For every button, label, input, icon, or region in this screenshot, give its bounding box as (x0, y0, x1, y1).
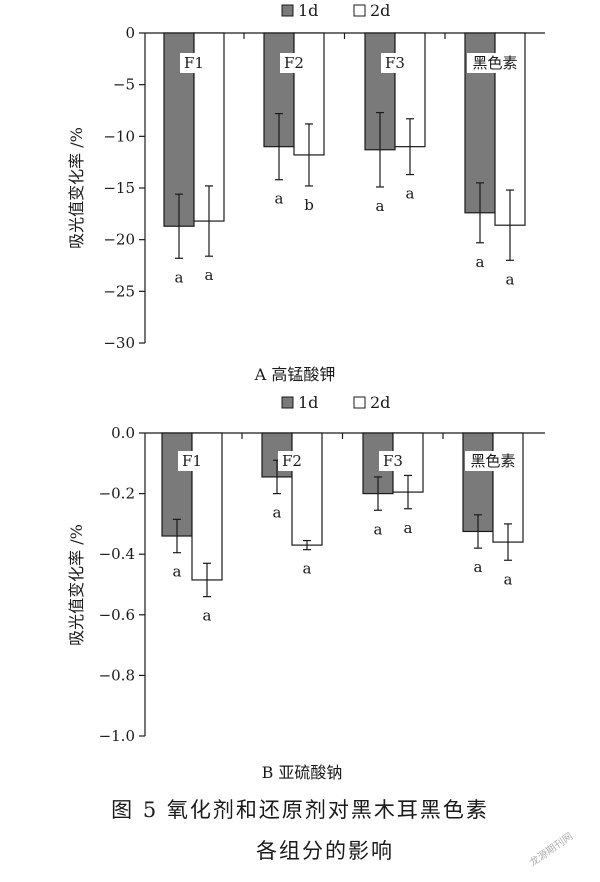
category-label-bg (381, 53, 409, 73)
significance-letter: a (506, 270, 515, 288)
significance-letter: a (406, 185, 415, 203)
y-tick-label: −0.6 (99, 606, 135, 624)
legend-label-2d: 2d (370, 393, 390, 412)
category-label: F2 (284, 54, 304, 72)
chart-subtitle: B 亚硫酸钠 (262, 763, 343, 782)
significance-letter: b (304, 196, 314, 214)
chart-a-potassium-permanganate: 1d 2d 0 −5 −10 −15 −20 −25 −30 吸光值变化率 /% a a F1 a b F2 a… (67, 1, 545, 384)
legend-label-2d: 2d (370, 1, 390, 20)
significance-letter: a (205, 266, 214, 284)
legend-label-1d: 1d (298, 393, 318, 412)
legend-label-1d: 1d (298, 1, 318, 20)
y-tick-label: −0.4 (99, 545, 135, 563)
category-label-bg (467, 53, 523, 73)
category-label: F1 (182, 452, 202, 470)
significance-letter: a (474, 558, 483, 576)
category-label-bg (379, 451, 407, 471)
category-label: F2 (282, 452, 302, 470)
significance-letter: a (275, 190, 284, 208)
significance-letter: a (173, 563, 182, 581)
watermark: 龙源期刊网 (527, 829, 575, 868)
y-tick-label: −0.2 (99, 485, 135, 503)
category-label: 黑色素 (470, 452, 515, 470)
y-tick-label: −1.0 (99, 727, 135, 745)
category-label-bg (280, 53, 308, 73)
y-tick-label: −5 (113, 76, 135, 94)
category-label-bg (180, 53, 208, 73)
category-label-bg (465, 451, 521, 471)
category-label: F1 (184, 54, 204, 72)
category-label: F3 (383, 452, 403, 470)
significance-letter: a (476, 253, 485, 271)
y-tick-label: −25 (103, 282, 135, 300)
y-tick-label: 0.0 (111, 424, 135, 442)
y-tick-label: −20 (103, 231, 135, 249)
category-label: 黑色素 (472, 54, 517, 72)
figure-caption-line1: 图 5 氧化剂和还原剂对黑木耳黑色素 (111, 798, 489, 822)
significance-letter: a (175, 268, 184, 286)
category-label-bg (178, 451, 206, 471)
y-tick-label: −10 (103, 127, 135, 145)
significance-letter: a (376, 197, 385, 215)
legend-swatch-2d (353, 396, 366, 409)
significance-letter: a (374, 520, 383, 538)
significance-letter: a (203, 607, 212, 625)
y-tick-label: −15 (103, 179, 135, 197)
bar-2d-F2 (291, 432, 323, 546)
significance-letter: a (303, 560, 312, 578)
figure-caption-line2: 各组分的影响 (256, 839, 394, 863)
chart-subtitle: A 高锰酸钾 (254, 365, 336, 384)
legend-swatch-1d (281, 4, 294, 17)
y-tick-label: 0 (125, 24, 135, 42)
y-axis-label: 吸光值变化率 /% (67, 127, 86, 249)
y-tick-label: −30 (103, 334, 135, 352)
chart-b-sodium-sulfite: 1d 2d 0.0 −0.2 −0.4 −0.6 −0.8 −1.0 吸光值变化率 /% a a F1… (67, 393, 545, 782)
legend-swatch-2d (353, 4, 366, 17)
significance-letter: a (273, 504, 282, 522)
category-label: F3 (385, 54, 405, 72)
significance-letter: a (404, 519, 413, 537)
legend-swatch-1d (281, 396, 294, 409)
category-label-bg (278, 451, 306, 471)
significance-letter: a (504, 570, 513, 588)
y-tick-label: −0.8 (99, 666, 135, 684)
y-axis-label: 吸光值变化率 /% (67, 524, 86, 646)
